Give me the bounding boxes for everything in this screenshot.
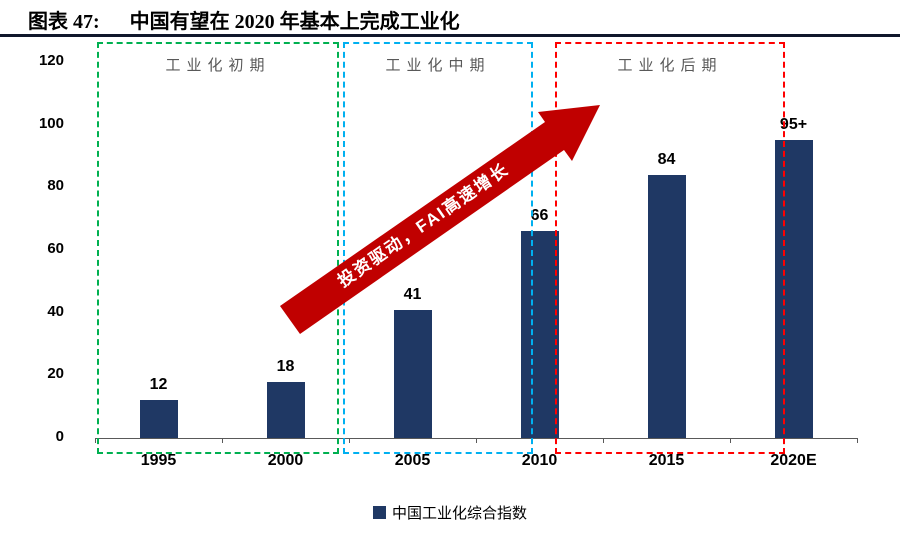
x-axis-label: 2010 [521, 452, 558, 469]
x-axis-tick [476, 438, 477, 443]
legend-swatch [372, 506, 386, 519]
x-axis-label: 2005 [394, 452, 431, 469]
x-axis-label: 2015 [648, 452, 685, 469]
legend-label: 中国工业化综合指数 [391, 505, 528, 522]
y-axis-tick-label: 20 [47, 365, 64, 383]
title-underline [0, 34, 900, 37]
bar-value-label: 84 [657, 150, 676, 168]
bar-value-label: 12 [149, 376, 168, 394]
x-axis-tick [222, 438, 223, 443]
x-axis-tick [857, 438, 858, 443]
zone-label: 工业化初期 [165, 57, 271, 74]
x-axis-tick [349, 438, 350, 443]
y-axis-tick-label: 100 [38, 114, 64, 132]
y-axis-tick-label: 0 [55, 428, 64, 445]
figure-title: 图表 47: 中国有望在 2020 年基本上完成工业化 [28, 5, 460, 34]
y-axis-tick-label: 60 [47, 240, 64, 257]
bar-value-label: 18 [276, 357, 295, 375]
x-axis-label: 1995 [140, 452, 177, 469]
x-axis-tick [730, 438, 731, 443]
y-axis-tick-label: 40 [47, 302, 64, 320]
x-axis-label: 2020E [770, 452, 817, 469]
bar-1995 [139, 400, 178, 438]
bar-2000 [266, 381, 305, 438]
zone-box-3: 工业化后期 [555, 42, 785, 454]
bar-value-label: 95+ [779, 116, 808, 134]
zone-label: 工业化中期 [385, 57, 491, 74]
y-axis-tick-label: 80 [47, 177, 64, 195]
x-axis-tick [603, 438, 604, 443]
bar-2020E [774, 140, 813, 438]
zone-box-2: 工业化中期 [343, 42, 533, 454]
x-axis-tick [95, 438, 96, 443]
y-axis-tick-label: 120 [38, 52, 64, 69]
zone-label: 工业化后期 [617, 57, 723, 74]
x-axis-label: 2000 [267, 452, 304, 469]
figure-number-label: 图表 47: [28, 11, 100, 33]
bar-2015 [647, 174, 686, 438]
legend: 中国工业化综合指数 [372, 502, 528, 523]
zone-box-1: 工业化初期 [97, 42, 339, 454]
page-title: 中国有望在 2020 年基本上完成工业化 [129, 11, 460, 33]
